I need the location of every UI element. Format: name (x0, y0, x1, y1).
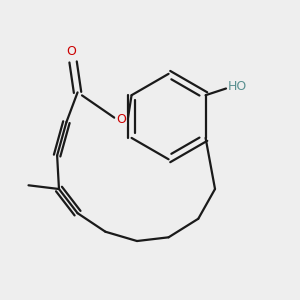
Text: O: O (66, 45, 76, 58)
Text: HO: HO (228, 80, 247, 93)
Text: O: O (116, 113, 126, 126)
